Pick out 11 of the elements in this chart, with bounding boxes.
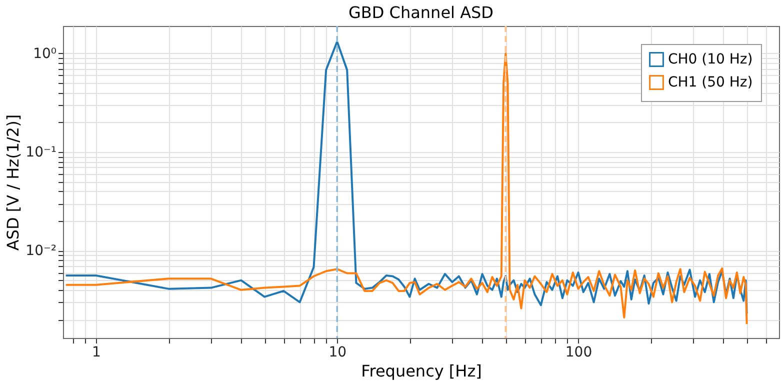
x-tick-label: 10 (328, 344, 347, 360)
y-tick-label: 10⁻² (26, 243, 56, 260)
x-tick-label: 100 (565, 344, 592, 360)
y-axis-title: ASD [V / Hz(1/2)] (4, 114, 23, 251)
x-axis-title: Frequency [Hz] (361, 362, 482, 380)
y-tick-label: 10⁻¹ (26, 144, 56, 161)
chart-title: GBD Channel ASD (348, 3, 494, 22)
legend-label: CH1 (50 Hz) (668, 74, 753, 90)
y-tick-label: 10⁰ (33, 46, 57, 62)
legend-label: CH0 (10 Hz) (668, 52, 753, 68)
x-tick-label: 1 (92, 344, 101, 360)
